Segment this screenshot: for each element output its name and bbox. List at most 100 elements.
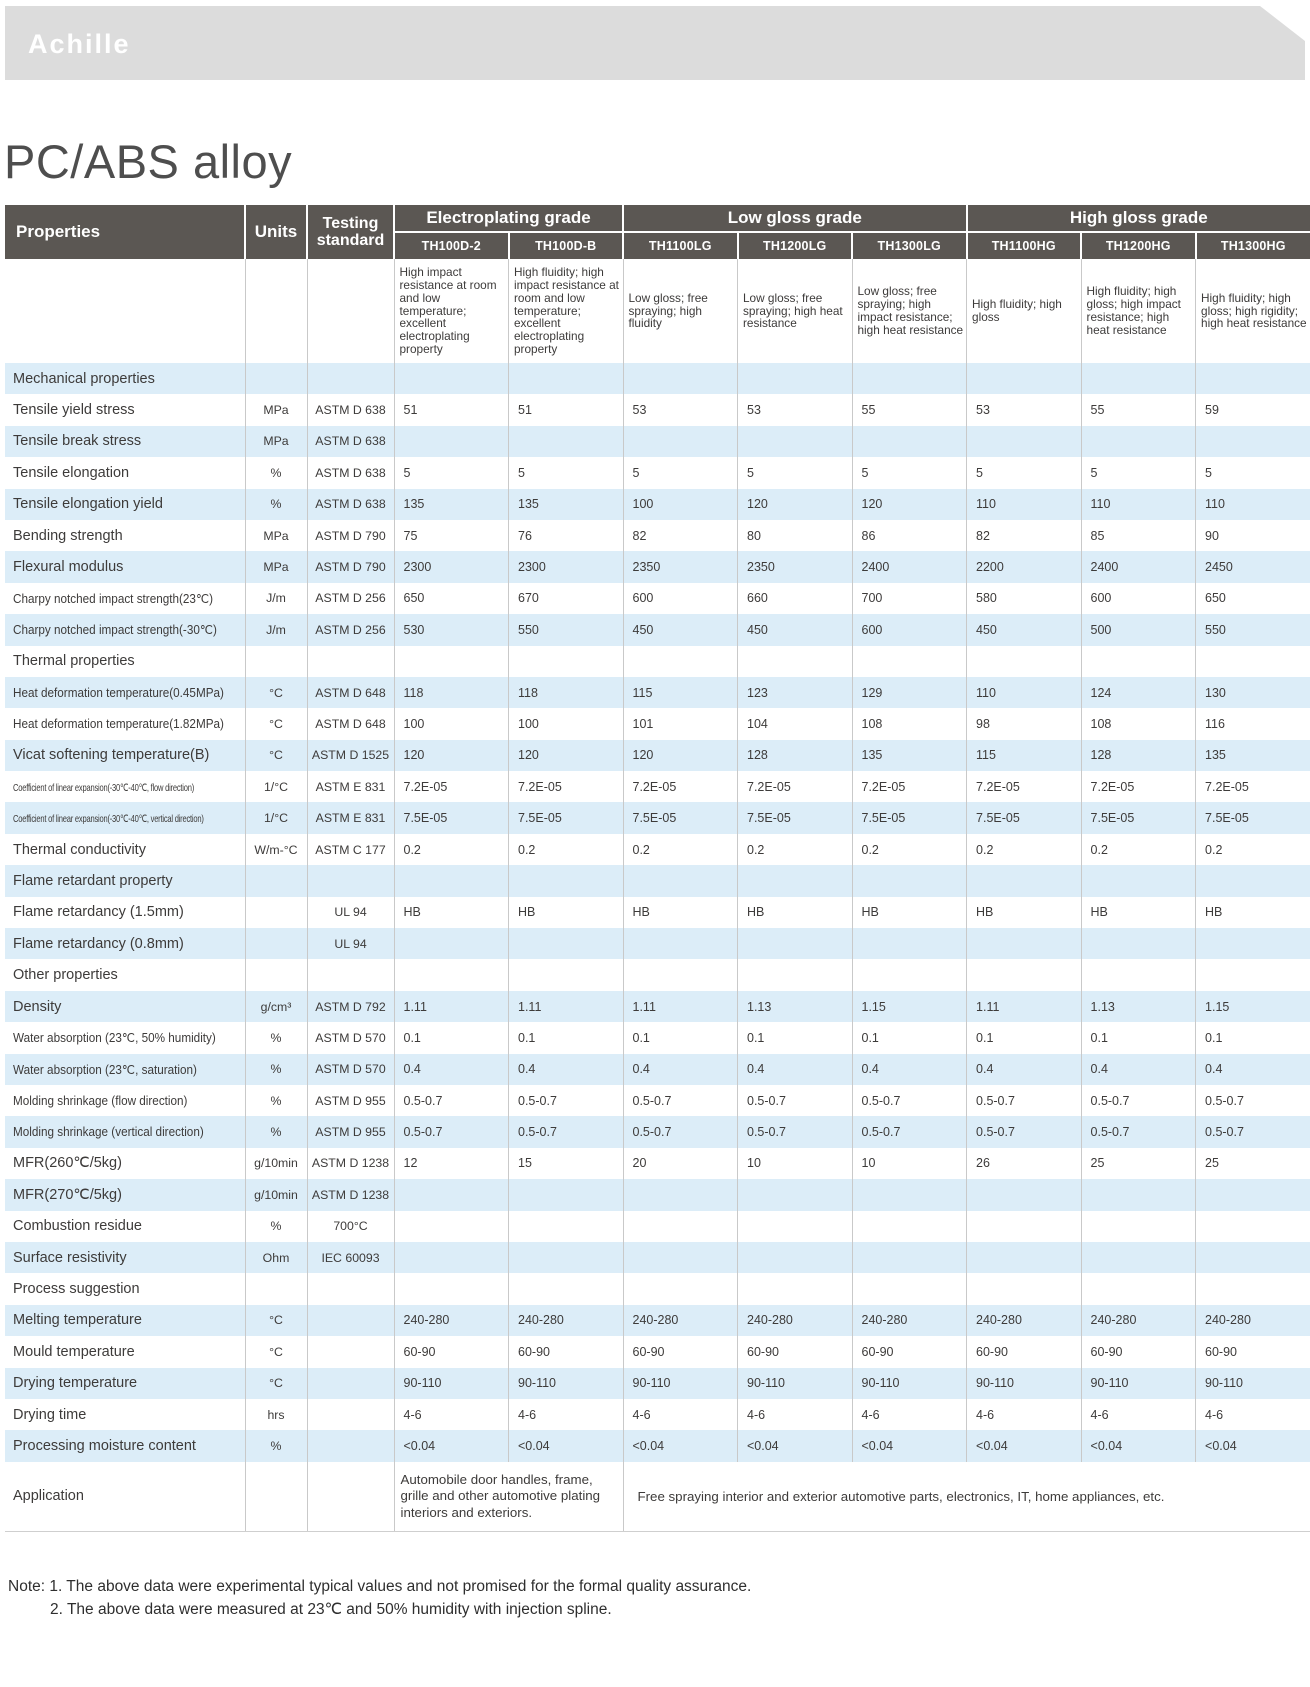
units-cell: °C [245,1336,308,1368]
model-header: TH1300HG [1195,232,1310,259]
value-cell: 115 [966,739,1082,772]
units-cell [245,645,308,677]
value-cell: 0.5-0.7 [966,1116,1082,1148]
value-cell: 90-110 [1081,1367,1197,1399]
value-cell: 1.11 [394,990,509,1023]
value-cell [1081,645,1197,677]
standard-cell: UL 94 [307,896,395,929]
value-cell [966,1179,1082,1211]
table-row: Heat deformation temperature(1.82MPa) °C A… [5,708,1310,740]
property-label: Charpy notched impact strength(-30℃) [13,623,217,638]
value-cell [1196,959,1310,990]
value-cell: 0.5-0.7 [1195,1116,1310,1148]
value-cell: 5 [1081,457,1197,489]
value-cell: 450 [737,614,853,646]
value-cell: 0.5-0.7 [966,1084,1082,1117]
value-cell: 7.2E-05 [1081,771,1197,803]
units-cell: % [245,1022,308,1054]
property-cell: Heat deformation temperature(1.82MPa) [5,708,246,740]
property-label: Thermal conductivity [13,841,146,858]
value-cell: 101 [623,708,738,740]
value-cell [623,1273,738,1305]
value-cell [623,1210,738,1242]
value-cell: 240-280 [508,1304,624,1337]
value-cell: 7.2E-05 [508,771,624,803]
value-cell: 1.15 [1195,990,1310,1023]
value-cell [1195,1241,1310,1274]
brand-banner: Achille [5,6,1305,80]
value-cell: 100 [508,708,624,740]
table-row: Charpy notched impact strength(23℃) J/m AS… [5,582,1310,615]
value-cell: 240-280 [737,1304,853,1337]
value-cell: 10 [737,1147,853,1180]
value-cell: 1.13 [1081,990,1197,1023]
property-label: Mechanical properties [13,370,155,387]
value-cell: 135 [852,739,968,772]
value-cell [852,1273,968,1305]
units-cell: % [245,1210,308,1242]
value-cell: 98 [966,708,1082,740]
property-cell: MFR(260℃/5kg) [5,1147,246,1180]
property-label: Molding shrinkage (flow direction) [13,1093,188,1108]
value-cell: 60-90 [1081,1336,1197,1368]
value-cell: 5 [852,457,968,489]
blank-testing [307,259,395,363]
table-row: Water absorption (23℃, 50% humidity)% AST… [5,1022,1310,1054]
value-cell: 600 [623,582,738,615]
value-cell: 660 [737,582,853,615]
standard-cell: ASTM D 1525 [307,739,395,772]
value-cell [737,363,853,395]
units-cell: °C [245,1304,308,1337]
value-cell [1081,425,1197,458]
value-cell [394,363,509,395]
value-cell: 7.2E-05 [737,771,853,803]
table-row: Combustion residue% 700°C [5,1210,1310,1242]
standard-cell [307,959,395,991]
value-cell: 116 [1205,716,1225,731]
property-label: Coefficient of linear expansion(-30℃-40℃… [13,781,195,794]
property-cell: Charpy notched impact strength(-30℃) [5,614,246,646]
value-cell: 118 [508,676,624,709]
property-cell: Charpy notched impact strength(23℃) [5,582,246,615]
value-cell: 115 [623,676,738,709]
property-cell: Drying time [5,1398,246,1431]
units-cell: g/10min [245,1147,308,1180]
value-cell [1195,928,1310,960]
units-cell [245,959,308,991]
value-cell: 240-280 [623,1304,738,1337]
value-cell: 1.11 [966,990,1082,1023]
value-cell [737,425,853,458]
value-cell [623,363,738,395]
units-cell: MPa [245,425,308,458]
property-label: Tensile yield stress [13,402,135,419]
units-cell: °C [245,708,308,740]
value-cell: 120 [508,739,624,772]
model-header: TH1200LG [737,232,853,259]
property-label: Processing moisture content [13,1437,196,1454]
value-cell [1196,1273,1310,1304]
value-cell: 135 [394,488,509,520]
property-cell: MFR(270℃/5kg) [5,1179,246,1211]
value-cell [394,928,509,960]
spec-table: Properties Units Testing standard Electropl… [5,205,1310,1533]
value-cell: 7.5E-05 [394,802,509,834]
value-cell: 0.1 [1205,1030,1223,1045]
value-cell: 4-6 [623,1398,738,1431]
property-cell: Application [5,1461,246,1533]
value-cell: 4-6 [852,1398,968,1431]
value-cell [737,1179,853,1211]
value-cell: 90-110 [623,1367,738,1399]
value-cell: 0.4 [394,1053,509,1085]
table-row: Flame retardancy (1.5mm) UL 94 HB HB HB HB HB H… [5,896,1310,929]
value-cell [1195,425,1310,458]
col-header-properties: Properties [5,205,246,259]
property-label: Tensile elongation yield [13,496,163,513]
standard-cell [307,1273,395,1305]
value-cell: 4-6 [1205,1407,1224,1422]
property-label: Molding shrinkage (vertical direction) [13,1125,204,1140]
value-cell [1081,1179,1197,1211]
standard-cell: ASTM D 1238 [307,1147,395,1180]
model-header: TH100D-2 [394,232,510,259]
value-cell: 55 [1081,394,1197,426]
value-cell: 110 [966,676,1082,709]
